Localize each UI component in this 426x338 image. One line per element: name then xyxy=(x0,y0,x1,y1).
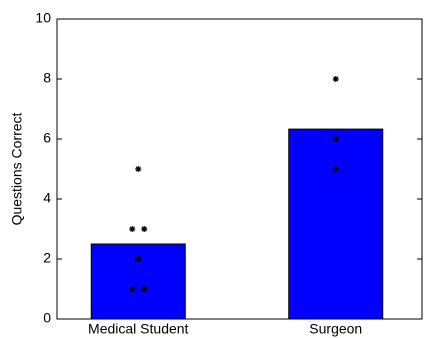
bar xyxy=(288,128,384,320)
x-tick-label: Medical Student xyxy=(88,321,189,337)
y-tick-label: 8 xyxy=(43,70,51,86)
x-tick-label: Surgeon xyxy=(309,321,362,337)
data-point xyxy=(129,226,136,232)
data-point xyxy=(332,76,339,82)
data-point xyxy=(135,256,142,262)
data-point xyxy=(141,286,148,292)
axes-box xyxy=(56,18,423,320)
data-point xyxy=(332,166,339,172)
data-point xyxy=(141,226,148,232)
data-point xyxy=(332,136,339,142)
y-tick-label: 0 xyxy=(43,310,51,326)
y-tick-label: 2 xyxy=(43,250,51,266)
data-point xyxy=(135,166,142,172)
y-tick-label: 10 xyxy=(35,10,51,26)
data-point xyxy=(129,286,136,292)
y-tick-label: 4 xyxy=(43,190,51,206)
y-tick-label: 6 xyxy=(43,130,51,146)
y-axis-label: Questions Correct xyxy=(9,112,25,225)
bar xyxy=(90,243,186,320)
